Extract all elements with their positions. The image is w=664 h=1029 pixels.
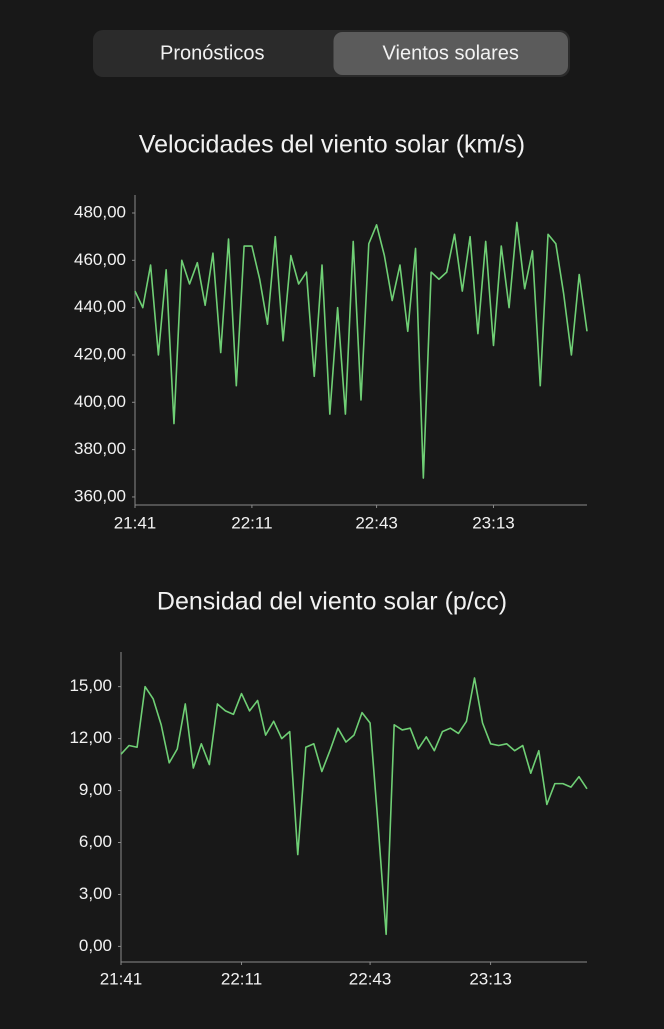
tabs: Pronósticos Vientos solares [160, 32, 568, 75]
x-tick-label: 23:13 [472, 513, 515, 532]
x-tick-label: 21:41 [100, 969, 143, 988]
chart-title: Velocidades del viento solar (km/s) [139, 131, 525, 159]
y-tick-label: 9,00 [79, 780, 112, 799]
x-tick-label: 23:13 [469, 969, 512, 988]
y-tick-label: 0,00 [79, 936, 112, 955]
y-tick-label: 420,00 [74, 344, 126, 363]
y-tick-label: 400,00 [74, 392, 126, 411]
x-tick-label: 22:43 [355, 513, 398, 532]
data-line [120, 677, 588, 936]
selected-tab-bg [333, 32, 568, 75]
tab-label[interactable]: Vientos solares [383, 42, 519, 64]
tab-label[interactable]: Pronósticos [160, 42, 265, 64]
y-tick-label: 480,00 [74, 202, 126, 221]
data-line [134, 221, 588, 479]
x-tick-label: 22:11 [221, 969, 262, 988]
x-tick-label: 21:41 [114, 513, 157, 532]
chart-title: Densidad del viento solar (p/cc) [157, 588, 507, 616]
y-tick-label: 440,00 [74, 297, 126, 316]
x-tick-label: 22:11 [231, 513, 272, 532]
x-tick-label: 22:43 [349, 969, 392, 988]
y-tick-label: 380,00 [74, 439, 126, 458]
y-tick-label: 12,00 [69, 728, 112, 747]
y-tick-label: 3,00 [79, 884, 112, 903]
chart: Velocidades del viento solar (km/s) 360,0… [74, 131, 588, 532]
y-tick-label: 6,00 [79, 832, 112, 851]
chart: Densidad del viento solar (p/cc) 0,00 3,00… [69, 588, 588, 988]
y-tick-label: 15,00 [69, 676, 112, 695]
y-tick-label: 360,00 [74, 486, 126, 505]
charts: Velocidades del viento solar (km/s) 360,0… [69, 131, 588, 988]
y-tick-label: 460,00 [74, 250, 126, 269]
